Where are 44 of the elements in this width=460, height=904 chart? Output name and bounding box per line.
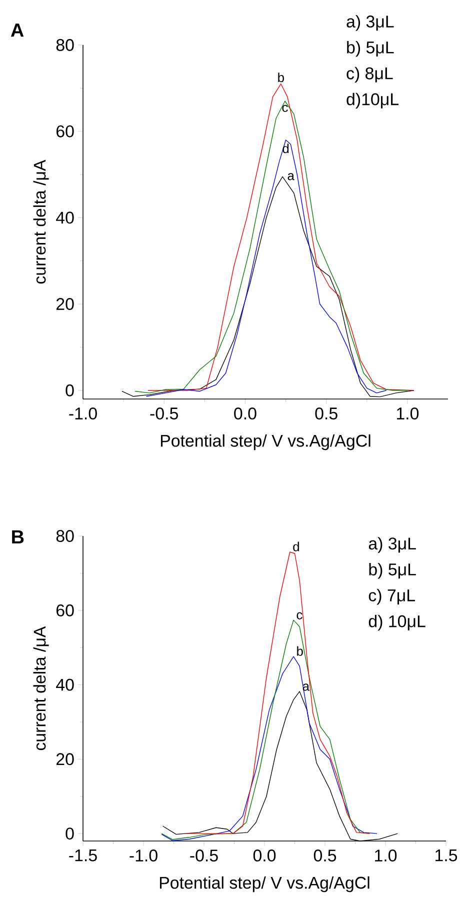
y-axis-title: current delta /μA bbox=[33, 160, 49, 284]
y-axis-title: current delta /μA bbox=[33, 626, 49, 750]
y-tick-label: 20 bbox=[56, 298, 74, 310]
annotation: c) 8μL bbox=[346, 66, 393, 83]
x-tick-label: -1.0 bbox=[130, 850, 158, 862]
line-series bbox=[161, 656, 378, 841]
x-tick-label: -1.0 bbox=[69, 408, 97, 420]
annotation: d)10μL bbox=[346, 92, 399, 109]
annotation: c bbox=[296, 612, 302, 620]
y-tick-label: 60 bbox=[56, 125, 74, 138]
line-series bbox=[146, 140, 387, 397]
y-tick-label: 60 bbox=[56, 604, 74, 616]
chart-title: B bbox=[12, 530, 24, 544]
x-tick-label: 1.0 bbox=[396, 408, 419, 420]
y-tick-label: 0 bbox=[66, 828, 74, 840]
x-tick-label: -1.5 bbox=[69, 850, 97, 862]
x-tick-label: 0.0 bbox=[234, 408, 256, 420]
x-tick-label: 1.5 bbox=[436, 850, 458, 862]
annotation: c) 7μL bbox=[368, 588, 415, 605]
annotation: b) 5μL bbox=[369, 563, 416, 579]
x-tick-label: 0.0 bbox=[253, 850, 276, 862]
annotation: d bbox=[293, 542, 299, 552]
x-axis-title: Potential step/ V vs.Ag/AgCl bbox=[160, 434, 370, 450]
y-tick-label: 80 bbox=[56, 530, 74, 542]
annotation: a bbox=[288, 173, 294, 180]
x-tick-label: -0.5 bbox=[150, 408, 178, 420]
annotation: b bbox=[297, 646, 303, 656]
annotation: b) 5μL bbox=[347, 41, 394, 57]
x-tick-label: 0.5 bbox=[314, 850, 336, 862]
y-tick-label: 0 bbox=[66, 384, 74, 396]
y-tick-label: 40 bbox=[56, 212, 74, 224]
y-tick-label: 40 bbox=[56, 678, 74, 691]
x-tick-label: -0.5 bbox=[190, 850, 218, 862]
annotation: d) 10μL bbox=[368, 614, 426, 631]
annotation: c bbox=[282, 104, 288, 112]
x-tick-label: 1.0 bbox=[375, 850, 397, 862]
x-axis-title: Potential step/ V vs.Ag/AgCl bbox=[160, 876, 370, 892]
y-tick-label: 80 bbox=[56, 39, 74, 51]
annotation: b bbox=[278, 72, 284, 82]
y-tick-label: 20 bbox=[56, 753, 74, 766]
x-tick-label: 0.5 bbox=[315, 408, 338, 420]
annotation: a) 3μL bbox=[368, 537, 416, 553]
text: a) 3μL bbox=[346, 15, 394, 31]
chart-title: A bbox=[10, 24, 24, 37]
